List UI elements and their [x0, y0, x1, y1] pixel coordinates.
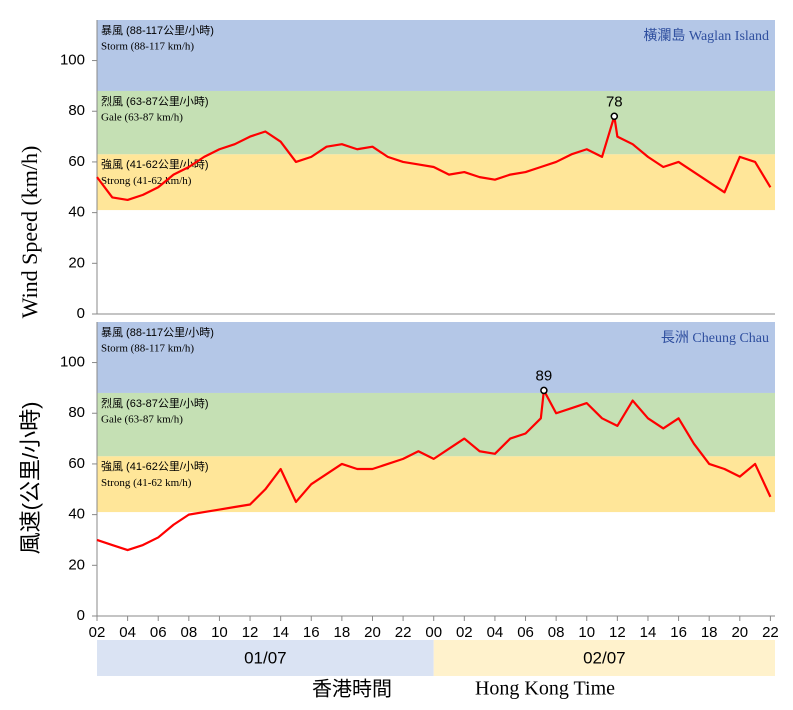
y-tick-label: 60: [68, 455, 85, 472]
peak-marker: [540, 386, 548, 395]
x-axis-title-en: Hong Kong Time: [475, 678, 615, 700]
peak-marker: [610, 112, 619, 121]
y-tick-label: 60: [68, 153, 85, 170]
band-label-zh: 暴風 (88-117公里/小時): [101, 326, 214, 339]
x-tick-label: 20: [364, 624, 381, 641]
band-label-zh: 暴風 (88-117公里/小時): [101, 24, 214, 37]
x-tick-label: 10: [578, 624, 595, 641]
band-label-en: Gale (63-87 km/h): [101, 413, 183, 425]
y-tick-label: 0: [77, 607, 85, 624]
x-tick-label: 12: [609, 624, 626, 641]
x-tick-label: 06: [150, 624, 167, 641]
band: [97, 154, 775, 211]
x-tick-label: 20: [731, 624, 748, 641]
band-label-en: Gale (63-87 km/h): [101, 111, 183, 123]
band: [97, 90, 775, 155]
peak-label: 78: [606, 93, 623, 110]
y-tick-label: 80: [68, 404, 85, 421]
x-tick-label: 14: [640, 624, 657, 641]
station-label: 長洲 Cheung Chau: [661, 331, 769, 346]
day-label: 01/07: [244, 648, 287, 667]
line: [96, 389, 772, 552]
band: [97, 322, 775, 393]
x-tick-label: 22: [762, 624, 779, 641]
band-label-en: Storm (88-117 km/h): [101, 41, 194, 53]
x-tick-label: 22: [395, 624, 412, 641]
y-tick-label: 20: [68, 254, 85, 271]
x-tick-label: 02: [89, 624, 106, 641]
x-tick-label: 04: [119, 624, 136, 641]
band-label-en: Strong (41-62 km/h): [101, 175, 192, 187]
y-tick-label: 20: [68, 556, 85, 573]
x-axis-title-zh: 香港時間: [312, 677, 392, 700]
band-label-en: Strong (41-62 km/h): [101, 477, 192, 489]
band-label-zh: 烈風 (63-87公里/小時): [101, 94, 209, 108]
y-tick-label: 0: [77, 305, 85, 322]
day-band: [433, 640, 775, 676]
x-tick-label: 04: [487, 624, 504, 641]
x-tick-label: 08: [180, 624, 197, 641]
x-tick-label: 06: [517, 624, 534, 641]
x-tick-label: 10: [211, 624, 228, 641]
band-label-zh: 強風 (41-62公里/小時): [101, 460, 209, 473]
y-tick-label: 80: [68, 102, 85, 119]
x-tick-label: 18: [334, 624, 351, 641]
day-band: [97, 640, 434, 676]
y-axis-title-zh: 風速(公里/小時): [18, 402, 43, 555]
station-label: 橫瀾島 Waglan Island: [643, 28, 769, 44]
y-tick-label: 40: [68, 204, 85, 221]
band-label-en: Storm (88-117 km/h): [101, 343, 194, 355]
band: [97, 456, 775, 513]
x-tick-label: 12: [242, 624, 259, 641]
y-axis-title-en: Wind Speed (km/h): [17, 146, 42, 319]
x-tick-label: 14: [272, 624, 289, 641]
x-tick-label: 08: [548, 624, 565, 641]
y-tick-label: 100: [60, 354, 85, 371]
x-tick-label: 02: [456, 624, 473, 641]
y-tick-label: 100: [60, 52, 85, 69]
band: [97, 20, 775, 91]
x-tick-label: 18: [701, 624, 718, 641]
y-tick-label: 40: [68, 506, 85, 523]
line: [96, 115, 772, 202]
x-tick-label: 16: [670, 624, 687, 641]
x-tick-label: 00: [425, 624, 442, 641]
x-tick-label: 16: [303, 624, 320, 641]
day-label: 02/07: [583, 648, 626, 667]
band-label-zh: 烈風 (63-87公里/小時): [101, 396, 209, 410]
band-label-zh: 強風 (41-62公里/小時): [101, 158, 209, 171]
peak-label: 89: [536, 367, 553, 384]
band: [97, 392, 775, 457]
